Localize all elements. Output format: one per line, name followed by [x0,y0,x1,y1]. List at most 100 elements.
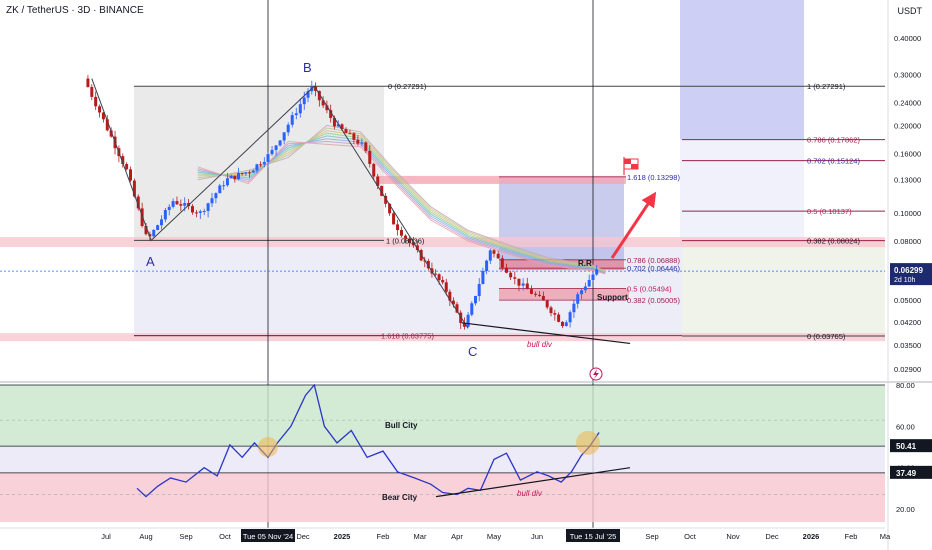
moving-average-ribbon-line [197,132,606,273]
candle-body [356,139,360,144]
chart-header-title: ZK / TetherUS · 3D · BINANCE [6,5,144,16]
candle-body [564,322,568,327]
rsi-level-badge [890,465,932,479]
candle-body [163,210,167,220]
moving-average-ribbon-line [197,138,606,274]
x-tick-label: Feb [377,532,390,541]
candle-body [105,119,109,131]
candle-body [364,142,368,151]
y-tick-label: 0.16000 [894,150,921,159]
last-price-countdown: 2d 10h [894,277,916,284]
fib-right-label: 0 (0.03765) [807,332,846,341]
candle-body [572,303,576,313]
candle-body [553,313,557,315]
candle-body [202,211,206,213]
rsi-bull-div-trendline [435,467,631,498]
fib-right-label: 0.702 (0.15124) [807,157,860,166]
candle-body [156,225,160,230]
candle-body [448,291,452,301]
candle-body [336,124,340,127]
candle-body [144,225,148,235]
x-tick-label: Sep [179,532,192,541]
candle-body [191,206,194,213]
candle-body [557,314,561,322]
x-tick-label: Oct [684,532,697,541]
lightning-icon-bolt [593,369,599,379]
candle-body [403,235,407,239]
candle-body [392,213,396,225]
candle-body [384,195,388,204]
rsi-highlight-circle [576,430,600,455]
candle-body [86,78,90,87]
candle-body [560,321,564,327]
x-tick-label: Jun [531,532,543,541]
bull-city-label: Bull City [385,421,418,430]
candle-body [259,164,263,166]
x-cursor-label: Tue 15 Jul '25 [570,532,617,541]
candle-body [109,130,113,137]
bull-div-label-rsi: bull div [517,489,543,498]
candle-body [282,132,286,141]
fib-left-label: 0 (0.27291) [388,82,427,91]
candle-body [121,156,125,165]
x-tick-label: Sep [645,532,658,541]
candle-body [233,175,237,180]
candle-body [426,260,430,269]
candle-body [218,185,222,194]
fib-left-label: 1 (0.08036) [386,236,425,245]
y-tick-label: 0.08000 [894,237,921,246]
candle-body [159,219,163,226]
x-cursor-badge [566,529,620,542]
candle-body [237,172,241,180]
candle-body [206,203,210,212]
x-cursor-badge [241,529,295,542]
candle-body [183,203,187,206]
candle-body [332,117,336,127]
candle-body [94,96,98,107]
candle-body [455,304,459,313]
candle-body [372,163,376,177]
candle-body [302,97,306,105]
candle-body [411,242,415,246]
target-band [378,175,626,184]
candle-body [352,133,356,140]
last-price-label: 0.06299 [894,266,923,275]
label-layer: 0 (0.27291) 1 (0.08036) 1.618 (0.03775) 1 (… [146,60,860,502]
currency-label: USDT [897,6,923,16]
candle-body [214,193,218,199]
candle-body [500,258,504,268]
support-band-low [0,333,885,342]
candle-body [591,274,595,280]
candle-body [462,323,466,327]
candle-body [529,289,533,294]
candle-body [136,196,140,209]
candle-body [525,283,529,290]
candle-body [492,250,496,254]
y-tick-label: 0.05000 [894,296,921,305]
candle-body [538,294,542,296]
candle-body [434,273,438,275]
x-tick-label: Apr [451,532,463,541]
rsi-highlight-circle [258,437,278,457]
x-tick-label: Mar [414,532,427,541]
candle-body [175,201,179,205]
rsi-y-tick-label: 60.00 [896,422,915,431]
bull-div-trendline-price [461,322,631,345]
background-layer [0,0,885,342]
projection-box-top [680,0,804,140]
rsi-value-badge [890,439,932,453]
y-tick-label: 0.40000 [894,34,921,43]
candle-body [541,295,545,301]
x-tick-label: Ma [880,532,891,541]
candle-body [368,150,372,164]
candle-body [225,178,229,186]
candle-body [513,277,517,279]
x-cursor-label: Tue 05 Nov '24 [243,532,293,541]
y-tick-label: 0.24000 [894,98,921,107]
candle-body [125,164,129,170]
candle-body [129,169,133,181]
candle-body [194,212,198,214]
candle-body [583,286,587,291]
candle-body [132,180,136,197]
